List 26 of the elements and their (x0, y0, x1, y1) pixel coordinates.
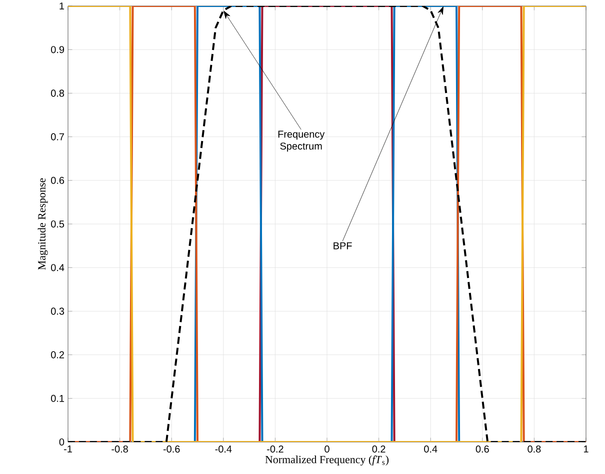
y-tick-label: 0.1 (51, 394, 64, 402)
annotation: Frequency Spectrum (278, 130, 325, 152)
x-tick-label: -0.6 (163, 446, 180, 453)
y-tick-label: 0.3 (51, 308, 64, 315)
y-tick-label: 0.5 (51, 220, 64, 228)
x-tick-label: 0.6 (476, 446, 489, 453)
x-tick-label: 0.4 (424, 446, 438, 453)
y-tick-label: 0.6 (51, 176, 64, 184)
y-tick-label: 0.2 (51, 351, 64, 358)
x-tick-label: -0.2 (267, 446, 284, 453)
y-tick-label: 0 (59, 438, 64, 446)
x-axis-title: Normalized Frequency (fT$_{s}$) (265, 455, 389, 466)
x-tick-label: -0.8 (112, 446, 128, 453)
x-tick-label: -1 (64, 446, 72, 452)
y-tick-label: 0.4 (51, 264, 64, 272)
x-tick-label: 0.2 (372, 446, 386, 453)
y-tick-label: 0.9 (51, 46, 64, 54)
x-tick-label: 0.8 (528, 446, 541, 453)
y-tick-label: 1 (60, 2, 64, 10)
x-tick-label: 1 (584, 446, 588, 452)
y-tick-label: 0.7 (51, 133, 64, 140)
y-tick-label: 0.8 (51, 90, 64, 97)
y-axis-title: Magnitude Response (38, 178, 48, 270)
x-tick-label: 0 (324, 446, 330, 453)
annotation: BPF (334, 242, 352, 250)
x-tick-label: -0.4 (215, 446, 232, 453)
